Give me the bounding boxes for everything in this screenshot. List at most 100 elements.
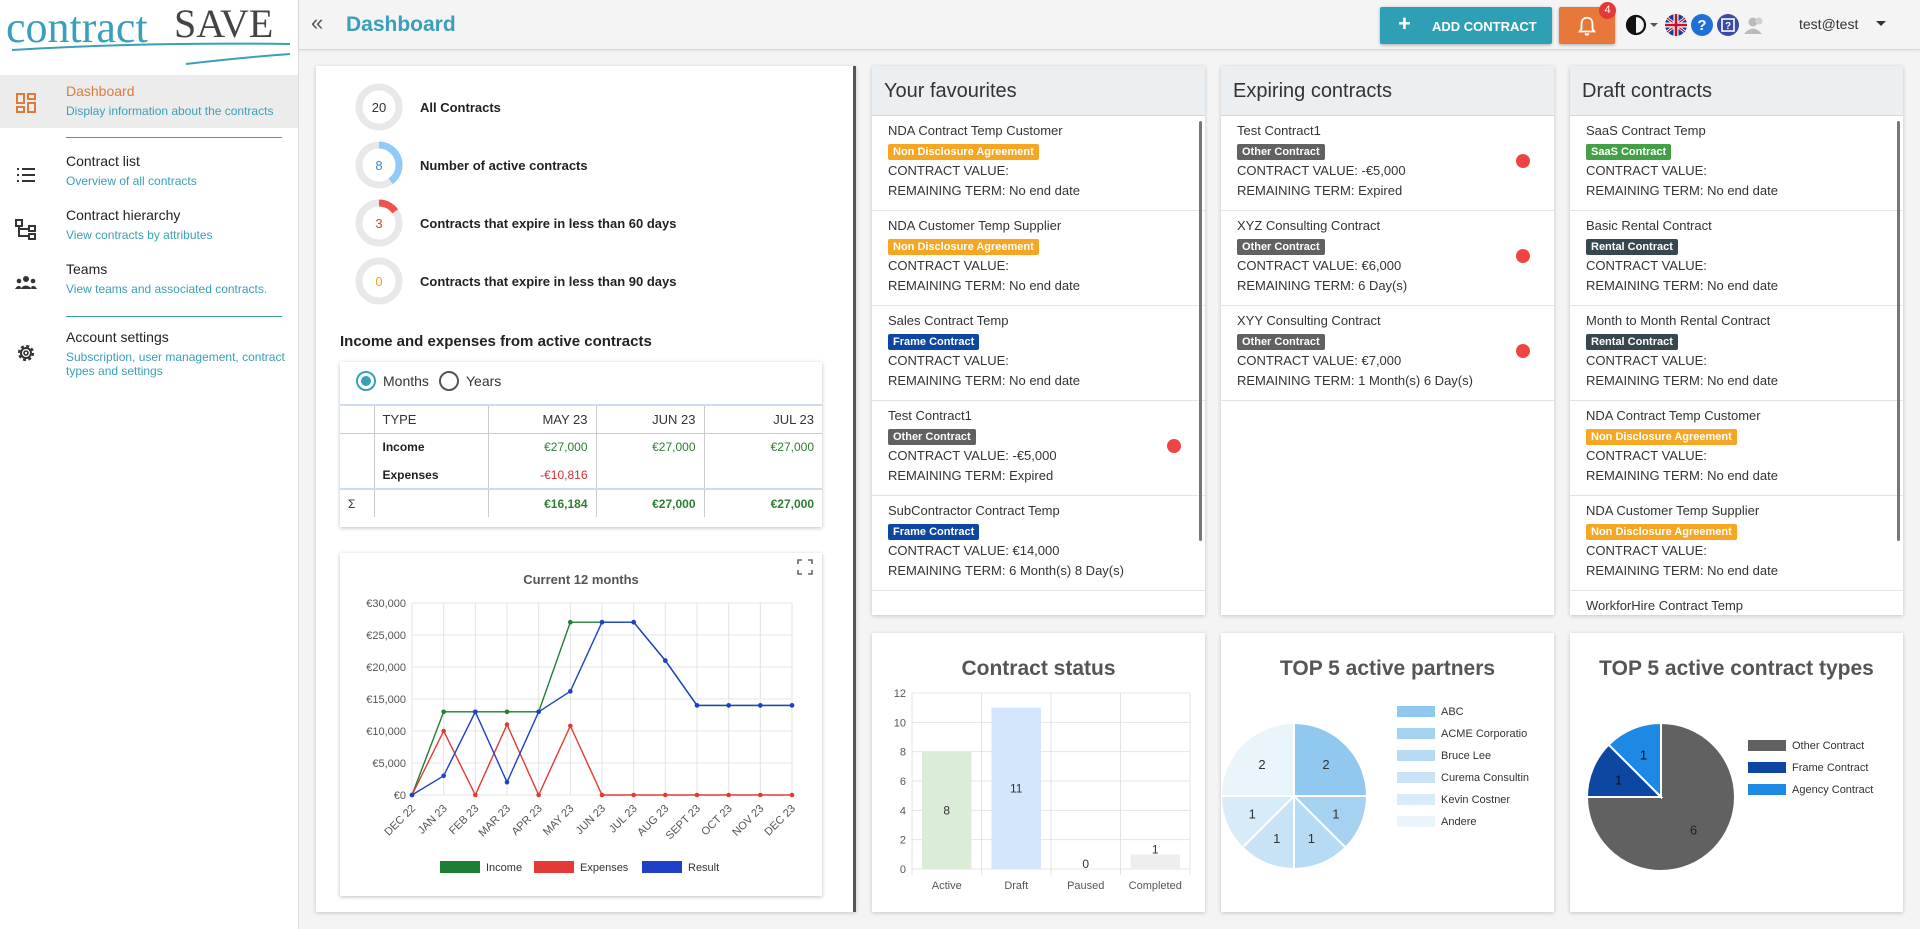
- contract-list-item[interactable]: Sales Contract Temp Frame Contract CONTRAC…: [872, 306, 1205, 401]
- contract-name: XYZ Consulting Contract: [1237, 218, 1381, 233]
- pie-slice[interactable]: [1221, 795, 1297, 850]
- months-radio[interactable]: [356, 371, 376, 391]
- bell-icon: [1577, 16, 1597, 36]
- months-radio-label: Months: [383, 373, 429, 389]
- sidebar-item-label: Contract list: [66, 153, 140, 169]
- slice-value-label: 2: [1258, 757, 1265, 772]
- contract-list-item[interactable]: XYZ Consulting Contract Other Contract CON…: [1221, 211, 1554, 306]
- bar-value-label: 11: [1010, 781, 1023, 795]
- pie-slice[interactable]: [1293, 793, 1348, 871]
- user-menu-dropdown-icon[interactable]: [1875, 20, 1887, 28]
- legend-label[interactable]: Agency Contract: [1792, 784, 1873, 796]
- contract-list-item[interactable]: Test Contract1 Other Contract CONTRACT VAL…: [872, 401, 1205, 496]
- legend-label[interactable]: Other Contract: [1792, 740, 1864, 752]
- pie-slice[interactable]: [1607, 721, 1662, 800]
- card-scrollbar[interactable]: [1199, 121, 1202, 541]
- contract-list-item[interactable]: SaaS Contract Temp SaaS Contract CONTRACT …: [1570, 116, 1903, 211]
- bar-completed[interactable]: [1130, 854, 1181, 869]
- sidebar-item-account-settings[interactable]: Account settings Subscription, user mana…: [0, 329, 298, 381]
- list-icon: [17, 168, 35, 182]
- remaining-term: REMAINING TERM: No end date: [1586, 183, 1778, 198]
- collapse-sidebar-icon[interactable]: «: [311, 10, 324, 35]
- contractsave-logo[interactable]: contract SAVE: [6, 1, 296, 72]
- pie-slice[interactable]: [1585, 721, 1736, 872]
- expiry-status-dot: [1167, 439, 1181, 453]
- legend-label[interactable]: Frame Contract: [1792, 762, 1868, 774]
- legend-label[interactable]: Andere: [1441, 816, 1476, 828]
- pie-slice[interactable]: [1585, 743, 1664, 798]
- kpi-label: All Contracts: [420, 100, 501, 115]
- remaining-term: REMAINING TERM: No end date: [1586, 468, 1778, 483]
- legend-swatch: [1748, 740, 1786, 751]
- user-name[interactable]: test@test: [1799, 16, 1859, 32]
- legend-label[interactable]: Kevin Costner: [1441, 794, 1510, 806]
- bar-draft[interactable]: [991, 707, 1042, 869]
- table-cell: €27,000: [487, 433, 596, 461]
- pie-slice[interactable]: [1240, 793, 1295, 871]
- draft-contracts-card: Draft contracts SaaS Contract Temp SaaS C…: [1570, 66, 1903, 615]
- help-icon[interactable]: ?: [1690, 13, 1714, 37]
- sidebar-item-contract-hierarchy[interactable]: Contract hierarchy View contracts by att…: [0, 207, 298, 247]
- contract-list-item[interactable]: Month to Month Rental Contract Rental Con…: [1570, 306, 1903, 401]
- contract-list-item[interactable]: SubContractor Contract Temp Frame Contrac…: [872, 496, 1205, 591]
- theme-toggle-icon[interactable]: [1624, 13, 1648, 37]
- data-point: [441, 728, 446, 734]
- data-point: [568, 689, 573, 694]
- fullscreen-icon[interactable]: [797, 559, 813, 575]
- legend-label[interactable]: ACME Corporatio: [1441, 728, 1527, 740]
- sidebar-item-contract-list[interactable]: Contract list Overview of all contracts: [0, 153, 298, 193]
- legend-swatch: [1748, 784, 1786, 795]
- legend-swatch: [1397, 728, 1435, 739]
- data-point: [726, 703, 731, 708]
- sidebar-item-teams[interactable]: Teams View teams and associated contract…: [0, 261, 298, 301]
- contract-list-item[interactable]: NDA Contract Temp Customer Non Disclosure…: [872, 116, 1205, 211]
- contract-value: CONTRACT VALUE: -€5,000: [1237, 163, 1406, 178]
- svg-text:?: ?: [1725, 21, 1731, 32]
- data-point: [441, 773, 446, 779]
- legend-label[interactable]: Result: [688, 862, 719, 874]
- contract-list-item[interactable]: Test Contract1 Other Contract CONTRACT VAL…: [1221, 116, 1554, 211]
- contract-list-item[interactable]: Basic Rental Contract Rental Contract CONT…: [1570, 211, 1903, 306]
- theme-dropdown-icon[interactable]: [1649, 22, 1659, 30]
- contract-list-item[interactable]: NDA Contract Temp Customer Non Disclosure…: [1570, 401, 1903, 496]
- bar-active[interactable]: [922, 751, 972, 869]
- legend-label[interactable]: ABC: [1441, 706, 1464, 718]
- data-point: [726, 792, 731, 798]
- pie-slice[interactable]: [1221, 721, 1295, 797]
- contract-list-item[interactable]: XYY Consulting Contract Other Contract CON…: [1221, 306, 1554, 401]
- data-point: [694, 792, 700, 798]
- sidebar-divider: [66, 137, 282, 138]
- years-radio[interactable]: [439, 371, 459, 391]
- contract-list-item[interactable]: NDA Customer Temp Supplier Non Disclosure…: [872, 211, 1205, 306]
- contract-list-item[interactable]: WorkforHire Contract Temp: [1570, 591, 1903, 615]
- expiry-status-dot: [1516, 154, 1530, 168]
- contract-type-badge: Frame Contract: [888, 524, 980, 540]
- pie-slice[interactable]: [1293, 721, 1369, 797]
- table-header: TYPE: [373, 404, 488, 434]
- data-point: [789, 703, 795, 708]
- contract-type-badge: Other Contract: [1237, 239, 1325, 255]
- contract-type-badge: Rental Contract: [1586, 239, 1678, 255]
- legend-label[interactable]: Bruce Lee: [1441, 750, 1491, 762]
- pie-slice[interactable]: [1291, 795, 1369, 850]
- legend-swatch: [1397, 750, 1435, 761]
- user-avatar-icon[interactable]: [1741, 13, 1765, 37]
- legend-label[interactable]: Curema Consultin: [1441, 772, 1529, 784]
- faq-icon[interactable]: ?: [1716, 13, 1740, 37]
- expiry-status-dot: [1516, 249, 1530, 263]
- topbar: « Dashboard + ADD CONTRACT 4 ? ?: [299, 0, 1920, 50]
- kpi-value: 0: [375, 274, 382, 289]
- sidebar-item-dashboard[interactable]: Dashboard Display information about the …: [0, 75, 298, 128]
- legend-label[interactable]: Income: [486, 862, 522, 874]
- y-tick-label: 0: [900, 864, 906, 876]
- y-tick-label: 4: [900, 805, 906, 817]
- english-flag-icon[interactable]: [1664, 13, 1688, 37]
- legend-label[interactable]: Expenses: [580, 862, 629, 874]
- legend-swatch: [642, 861, 682, 873]
- notification-count-badge: 4: [1599, 2, 1616, 19]
- table-cell: €27,000: [703, 488, 822, 517]
- card-scrollbar[interactable]: [1897, 121, 1900, 541]
- remaining-term: REMAINING TERM: No end date: [1586, 373, 1778, 388]
- add-contract-button[interactable]: + ADD CONTRACT: [1380, 7, 1552, 44]
- contract-list-item[interactable]: NDA Customer Temp Supplier Non Disclosure…: [1570, 496, 1903, 591]
